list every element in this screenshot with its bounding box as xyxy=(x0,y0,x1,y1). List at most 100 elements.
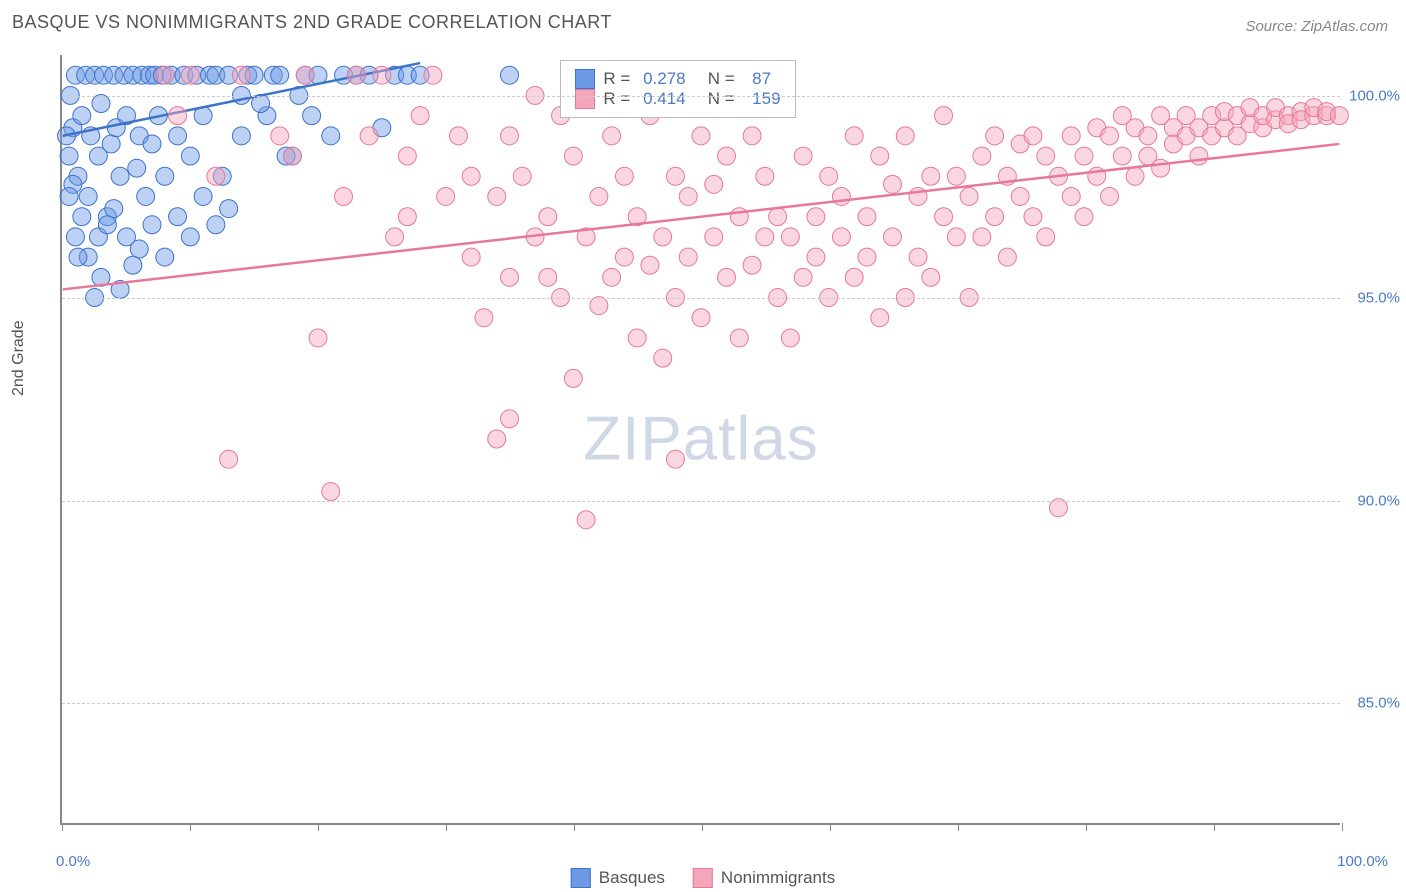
scatter-point xyxy=(105,200,123,218)
legend-bottom-item: Nonimmigrants xyxy=(693,868,835,888)
x-tick xyxy=(1086,823,1087,831)
legend-swatch xyxy=(571,868,591,888)
scatter-point xyxy=(501,410,519,428)
scatter-point xyxy=(66,228,84,246)
scatter-point xyxy=(137,187,155,205)
scatter-point xyxy=(1037,228,1055,246)
legend-r-value: 0.278 xyxy=(643,69,686,89)
scatter-point xyxy=(1037,147,1055,165)
scatter-point xyxy=(232,127,250,145)
scatter-point xyxy=(462,167,480,185)
scatter-point xyxy=(832,228,850,246)
scatter-point xyxy=(603,268,621,286)
x-tick xyxy=(318,823,319,831)
scatter-point xyxy=(220,200,238,218)
x-tick xyxy=(1214,823,1215,831)
scatter-point xyxy=(1101,127,1119,145)
scatter-point xyxy=(322,127,340,145)
scatter-point xyxy=(807,248,825,266)
scatter-point xyxy=(488,187,506,205)
scatter-point xyxy=(743,127,761,145)
scatter-point xyxy=(181,66,199,84)
scatter-point xyxy=(437,187,455,205)
scatter-point xyxy=(756,167,774,185)
scatter-point xyxy=(781,228,799,246)
scatter-point xyxy=(858,208,876,226)
legend-n-label: N = xyxy=(694,89,745,109)
scatter-point xyxy=(501,127,519,145)
y-tick-label: 100.0% xyxy=(1349,87,1400,104)
scatter-point xyxy=(60,187,78,205)
scatter-point xyxy=(424,66,442,84)
scatter-point xyxy=(935,208,953,226)
chart-container: BASQUE VS NONIMMIGRANTS 2ND GRADE CORREL… xyxy=(0,0,1406,892)
scatter-point xyxy=(386,228,404,246)
legend-stats-box: R = 0.278 N = 87R = 0.414 N = 159 xyxy=(560,60,795,118)
x-tick xyxy=(1342,823,1343,831)
scatter-point xyxy=(232,66,250,84)
scatter-point xyxy=(935,107,953,125)
scatter-point xyxy=(130,240,148,258)
scatter-point xyxy=(692,127,710,145)
scatter-point xyxy=(501,66,519,84)
legend-swatch xyxy=(575,89,595,109)
scatter-point xyxy=(922,167,940,185)
scatter-point xyxy=(1062,127,1080,145)
scatter-point xyxy=(641,256,659,274)
scatter-point xyxy=(718,147,736,165)
x-tick xyxy=(830,823,831,831)
scatter-point xyxy=(69,248,87,266)
scatter-point xyxy=(335,187,353,205)
scatter-point xyxy=(169,208,187,226)
scatter-point xyxy=(462,248,480,266)
scatter-point xyxy=(973,147,991,165)
scatter-point xyxy=(156,248,174,266)
scatter-point xyxy=(679,248,697,266)
scatter-point xyxy=(820,167,838,185)
scatter-point xyxy=(124,256,142,274)
legend-n-value: 87 xyxy=(752,69,771,89)
scatter-point xyxy=(92,95,110,113)
source-label: Source: ZipAtlas.com xyxy=(1245,18,1388,35)
scatter-point xyxy=(590,297,608,315)
scatter-point xyxy=(909,248,927,266)
scatter-point xyxy=(181,147,199,165)
scatter-point xyxy=(628,329,646,347)
scatter-point xyxy=(143,216,161,234)
scatter-point xyxy=(705,228,723,246)
x-tick xyxy=(446,823,447,831)
scatter-point xyxy=(1075,147,1093,165)
scatter-point xyxy=(79,187,97,205)
scatter-svg xyxy=(62,55,1340,823)
scatter-point xyxy=(220,450,238,468)
scatter-point xyxy=(756,228,774,246)
scatter-point xyxy=(347,66,365,84)
scatter-point xyxy=(743,256,761,274)
scatter-point xyxy=(98,216,116,234)
scatter-point xyxy=(986,127,1004,145)
scatter-point xyxy=(207,216,225,234)
scatter-point xyxy=(513,167,531,185)
scatter-point xyxy=(769,208,787,226)
legend-r-value: 0.414 xyxy=(643,89,686,109)
scatter-point xyxy=(1062,187,1080,205)
scatter-point xyxy=(577,511,595,529)
scatter-point xyxy=(1024,127,1042,145)
scatter-point xyxy=(998,248,1016,266)
legend-series-name: Nonimmigrants xyxy=(721,868,835,888)
scatter-point xyxy=(1113,147,1131,165)
scatter-point xyxy=(194,187,212,205)
x-tick xyxy=(574,823,575,831)
scatter-point xyxy=(781,329,799,347)
scatter-point xyxy=(871,147,889,165)
scatter-point xyxy=(666,167,684,185)
scatter-point xyxy=(111,167,129,185)
scatter-point xyxy=(564,147,582,165)
scatter-point xyxy=(896,127,914,145)
legend-r-label: R = xyxy=(603,69,635,89)
scatter-point xyxy=(986,208,1004,226)
legend-series-name: Basques xyxy=(599,868,665,888)
scatter-point xyxy=(679,187,697,205)
scatter-point xyxy=(398,208,416,226)
scatter-point xyxy=(449,127,467,145)
